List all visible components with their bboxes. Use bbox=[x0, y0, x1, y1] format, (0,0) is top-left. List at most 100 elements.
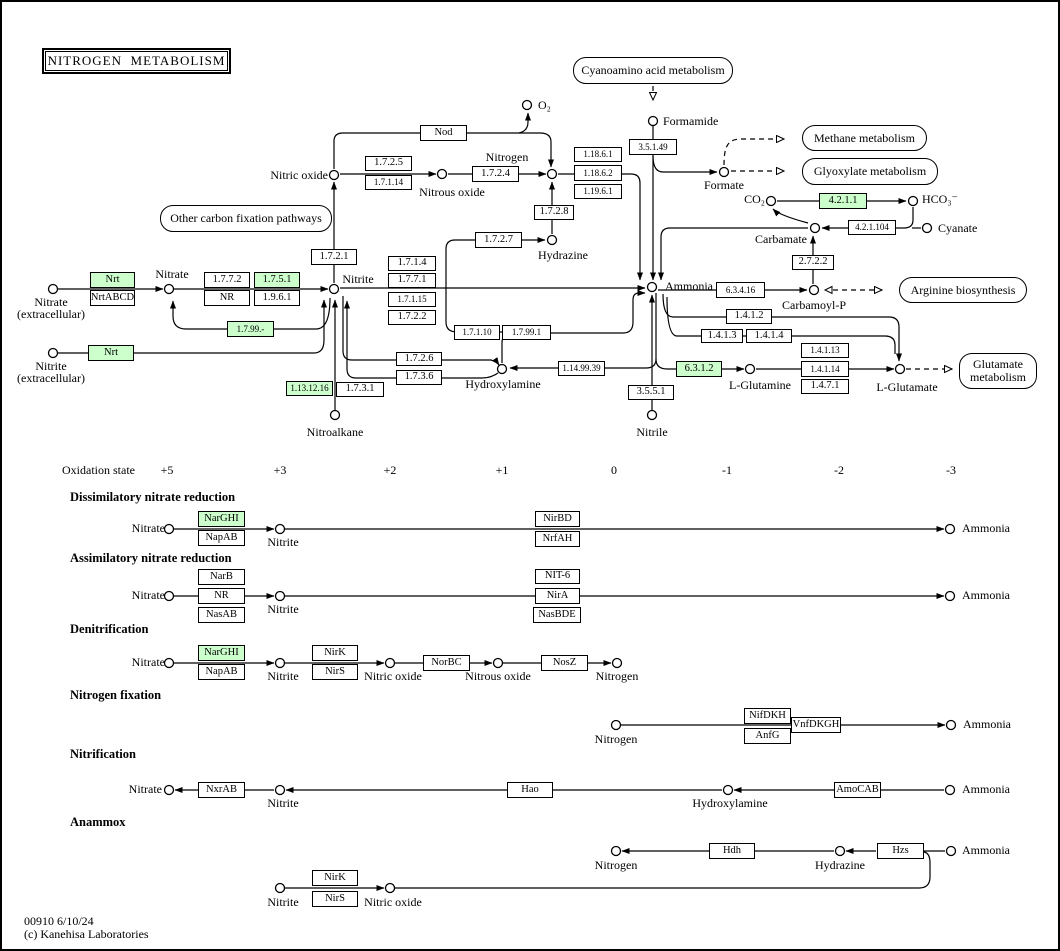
compound-circle[interactable] bbox=[610, 845, 622, 857]
compound-circle[interactable] bbox=[546, 234, 558, 246]
enzyme-box-1-14-99-39[interactable]: 1.14.99.39 bbox=[558, 361, 605, 376]
enzyme-box-1-13-12-16[interactable]: 1.13.12.16 bbox=[286, 381, 333, 396]
enzyme-box-1-19-6-1[interactable]: 1.19.6.1 bbox=[574, 184, 622, 199]
enzyme-box-1-7-1-15[interactable]: 1.7.1.15 bbox=[388, 292, 436, 307]
enzyme-box-1-4-1-13[interactable]: 1.4.1.13 bbox=[801, 343, 849, 358]
compound-circle[interactable] bbox=[894, 363, 906, 375]
enzyme-box-nifdkh[interactable]: NifDKH bbox=[744, 708, 791, 724]
enzyme-box-1-9-6-1[interactable]: 1.9.6.1 bbox=[254, 290, 300, 306]
enzyme-box-nosz[interactable]: NosZ bbox=[541, 655, 588, 671]
enzyme-box-nr[interactable]: NR bbox=[198, 588, 245, 604]
enzyme-box-nit-6[interactable]: NIT-6 bbox=[535, 569, 580, 584]
compound-circle[interactable] bbox=[744, 363, 756, 375]
compound-circle[interactable] bbox=[47, 347, 59, 359]
compound-circle[interactable] bbox=[944, 523, 956, 535]
compound-circle[interactable] bbox=[921, 222, 933, 234]
pathway-link-glyoxylate-metabolism[interactable]: Glyoxylate metabolism bbox=[802, 158, 938, 185]
enzyme-box-narghi[interactable]: NarGHI bbox=[198, 645, 245, 661]
enzyme-box-1-7-2-1[interactable]: 1.7.2.1 bbox=[311, 249, 357, 265]
enzyme-box-1-4-1-14[interactable]: 1.4.1.14 bbox=[801, 361, 849, 377]
enzyme-box-4-2-1-1[interactable]: 4.2.1.1 bbox=[819, 193, 867, 209]
enzyme-box-norbc[interactable]: NorBC bbox=[423, 655, 470, 671]
enzyme-box-1-18-6-2[interactable]: 1.18.6.2 bbox=[574, 165, 622, 181]
compound-circle[interactable] bbox=[384, 657, 396, 669]
enzyme-box-narghi[interactable]: NarGHI bbox=[198, 511, 245, 527]
pathway-link-cyanoamino-acid-metabolism[interactable]: Cyanoamino acid metabolism bbox=[573, 57, 733, 84]
enzyme-box-1-7-99[interactable]: 1.7.99.- bbox=[227, 321, 274, 337]
compound-circle[interactable] bbox=[274, 590, 286, 602]
enzyme-box-nirbd[interactable]: NirBD bbox=[535, 511, 580, 527]
pathway-link-glutamate-metabolism[interactable]: Glutamate metabolism bbox=[959, 353, 1037, 389]
enzyme-box-1-7-1-10[interactable]: 1.7.1.10 bbox=[454, 325, 500, 340]
enzyme-box-1-7-2-7[interactable]: 1.7.2.7 bbox=[475, 232, 522, 248]
compound-circle[interactable] bbox=[329, 409, 341, 421]
enzyme-box-1-7-2-4[interactable]: 1.7.2.4 bbox=[472, 166, 519, 182]
compound-circle[interactable] bbox=[492, 657, 504, 669]
enzyme-box-amocab[interactable]: AmoCAB bbox=[834, 782, 881, 798]
enzyme-box-1-7-2-6[interactable]: 1.7.2.6 bbox=[396, 352, 442, 366]
pathway-link-methane-metabolism[interactable]: Methane metabolism bbox=[802, 125, 927, 151]
enzyme-box-hzs[interactable]: Hzs bbox=[877, 843, 924, 859]
enzyme-box-nirs[interactable]: NirS bbox=[312, 891, 358, 907]
enzyme-box-nirk[interactable]: NirK bbox=[312, 645, 358, 661]
compound-circle[interactable] bbox=[384, 882, 396, 894]
enzyme-box-1-7-5-1[interactable]: 1.7.5.1 bbox=[254, 272, 300, 288]
compound-circle[interactable] bbox=[646, 409, 658, 421]
compound-circle[interactable] bbox=[808, 284, 820, 296]
compound-circle[interactable] bbox=[274, 784, 286, 796]
enzyme-box-nr[interactable]: NR bbox=[204, 290, 250, 306]
enzyme-box-1-4-1-2[interactable]: 1.4.1.2 bbox=[726, 309, 772, 324]
enzyme-box-hdh[interactable]: Hdh bbox=[709, 843, 755, 859]
enzyme-box-2-7-2-2[interactable]: 2.7.2.2 bbox=[792, 255, 834, 270]
enzyme-box-6-3-4-16[interactable]: 6.3.4.16 bbox=[716, 282, 765, 298]
pathway-link-other-carbon-fixation-pathways[interactable]: Other carbon fixation pathways bbox=[160, 205, 332, 232]
enzyme-box-nrt[interactable]: Nrt bbox=[88, 345, 134, 361]
enzyme-box-napab[interactable]: NapAB bbox=[198, 530, 245, 546]
enzyme-box-nxrab[interactable]: NxrAB bbox=[198, 782, 245, 798]
enzyme-box-nrtabcd[interactable]: NrtABCD bbox=[90, 290, 135, 306]
enzyme-box-1-7-1-14[interactable]: 1.7.1.14 bbox=[365, 175, 412, 190]
compound-circle[interactable] bbox=[274, 523, 286, 535]
enzyme-box-napab[interactable]: NapAB bbox=[198, 664, 245, 680]
compound-circle[interactable] bbox=[809, 222, 821, 234]
enzyme-box-nira[interactable]: NirA bbox=[535, 588, 580, 604]
enzyme-box-1-7-99-1[interactable]: 1.7.99.1 bbox=[502, 325, 551, 340]
compound-circle[interactable] bbox=[765, 195, 777, 207]
enzyme-box-nasbde[interactable]: NasBDE bbox=[533, 607, 581, 623]
enzyme-box-1-7-2-8[interactable]: 1.7.2.8 bbox=[534, 205, 574, 220]
compound-circle[interactable] bbox=[436, 168, 448, 180]
enzyme-box-1-7-3-1[interactable]: 1.7.3.1 bbox=[336, 382, 384, 397]
compound-circle[interactable] bbox=[722, 784, 734, 796]
enzyme-box-nasab[interactable]: NasAB bbox=[198, 607, 245, 623]
enzyme-box-1-7-2-5[interactable]: 1.7.2.5 bbox=[365, 156, 412, 171]
enzyme-box-1-4-7-1[interactable]: 1.4.7.1 bbox=[801, 379, 849, 394]
compound-circle[interactable] bbox=[610, 719, 622, 731]
compound-circle[interactable] bbox=[945, 845, 957, 857]
enzyme-box-nrfah[interactable]: NrfAH bbox=[535, 531, 580, 547]
compound-circle[interactable] bbox=[328, 283, 340, 295]
enzyme-box-3-5-1-49[interactable]: 3.5.1.49 bbox=[629, 139, 677, 155]
enzyme-box-1-4-1-4[interactable]: 1.4.1.4 bbox=[746, 329, 792, 343]
enzyme-box-nod[interactable]: Nod bbox=[420, 125, 467, 141]
compound-circle[interactable] bbox=[163, 283, 175, 295]
compound-circle[interactable] bbox=[274, 882, 286, 894]
compound-circle[interactable] bbox=[647, 115, 659, 127]
compound-circle[interactable] bbox=[163, 784, 175, 796]
enzyme-box-4-2-1-104[interactable]: 4.2.1.104 bbox=[848, 220, 896, 235]
enzyme-box-nrt[interactable]: Nrt bbox=[90, 272, 135, 288]
compound-circle[interactable] bbox=[944, 784, 956, 796]
pathway-link-arginine-biosynthesis[interactable]: Arginine biosynthesis bbox=[899, 277, 1027, 303]
enzyme-box-nirk[interactable]: NirK bbox=[312, 870, 358, 886]
compound-circle[interactable] bbox=[546, 168, 558, 180]
compound-circle[interactable] bbox=[163, 523, 175, 535]
compound-circle[interactable] bbox=[646, 281, 658, 293]
compound-circle[interactable] bbox=[945, 719, 957, 731]
enzyme-box-1-7-7-1[interactable]: 1.7.7.1 bbox=[388, 273, 436, 288]
enzyme-box-hao[interactable]: Hao bbox=[507, 782, 553, 798]
enzyme-box-1-7-3-6[interactable]: 1.7.3.6 bbox=[396, 370, 442, 385]
enzyme-box-1-18-6-1[interactable]: 1.18.6.1 bbox=[574, 147, 622, 162]
enzyme-box-anfg[interactable]: AnfG bbox=[744, 728, 791, 744]
compound-circle[interactable] bbox=[274, 657, 286, 669]
compound-circle[interactable] bbox=[907, 195, 919, 207]
compound-circle[interactable] bbox=[718, 166, 730, 178]
